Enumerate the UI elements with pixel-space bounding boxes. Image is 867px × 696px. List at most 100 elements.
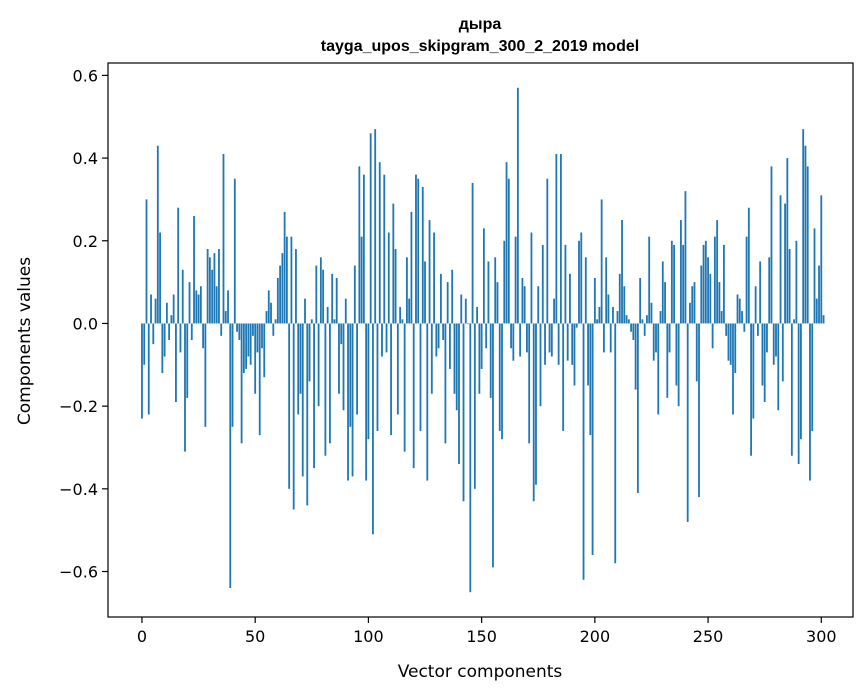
bar-142 <box>462 323 465 502</box>
bar-284 <box>784 203 786 324</box>
bar-180 <box>548 323 551 353</box>
bar-76 <box>313 323 315 469</box>
chart-subtitle: tayga_upos_skipgram_300_2_2019 model <box>321 38 639 55</box>
bar-155 <box>492 323 494 568</box>
bar-172 <box>530 232 533 324</box>
bar-236 <box>675 323 678 386</box>
bar-300 <box>820 195 823 324</box>
bar-36 <box>222 153 225 324</box>
bar-293 <box>804 145 807 324</box>
bar-119 <box>410 211 413 324</box>
bar-0 <box>141 323 143 419</box>
bar-49 <box>252 323 254 336</box>
bar-171 <box>528 323 531 444</box>
bar-12 <box>168 323 171 340</box>
bar-173 <box>532 323 535 502</box>
bar-7 <box>156 145 159 324</box>
bar-93 <box>351 323 354 477</box>
bar-217 <box>632 323 635 340</box>
x-tick-label-100: 100 <box>353 627 384 646</box>
y-axis-label: Components values <box>15 257 35 425</box>
bar-263 <box>736 294 739 324</box>
bar-58 <box>272 323 275 336</box>
bar-229 <box>659 311 662 324</box>
chart-title: дыра <box>459 16 502 33</box>
bar-253 <box>713 236 716 324</box>
bar-159 <box>501 323 503 440</box>
bar-164 <box>512 323 515 361</box>
bar-238 <box>680 220 682 324</box>
bar-182 <box>553 298 555 324</box>
x-axis-ticks: 0 50 100 150 200 250 300 <box>137 617 837 646</box>
bar-232 <box>666 323 669 398</box>
bar-234 <box>670 240 673 324</box>
bar-75 <box>310 319 313 324</box>
bar-22 <box>190 323 193 340</box>
bar-237 <box>677 323 680 407</box>
bar-240 <box>684 191 687 324</box>
bar-89 <box>342 323 345 411</box>
bar-207 <box>609 323 612 353</box>
bar-48 <box>249 323 252 365</box>
bar-67 <box>292 323 295 510</box>
bar-195 <box>582 323 585 580</box>
bar-183 <box>555 153 558 324</box>
bar-239 <box>682 244 685 324</box>
bar-170 <box>526 323 528 353</box>
bar-9 <box>161 323 164 374</box>
x-tick-label-50: 50 <box>245 627 265 646</box>
bar-151 <box>482 228 485 324</box>
bar-153 <box>487 261 490 324</box>
plot-frame <box>107 62 854 618</box>
bar-254 <box>716 220 719 324</box>
bar-42 <box>236 323 238 332</box>
bar-257 <box>723 244 725 324</box>
bar-108 <box>385 323 388 353</box>
bar-178 <box>544 323 546 365</box>
bar-51 <box>256 323 259 353</box>
bar-247 <box>700 265 703 324</box>
bar-64 <box>285 236 288 324</box>
bar-296 <box>811 323 814 431</box>
bar-256 <box>720 311 723 324</box>
bar-15 <box>175 323 177 403</box>
bar-245 <box>695 323 698 382</box>
bar-224 <box>648 236 651 324</box>
y-tick-label-3: 0.0 <box>73 314 98 333</box>
bar-226 <box>652 323 655 361</box>
bar-81 <box>324 323 327 456</box>
bar-59 <box>274 319 277 324</box>
bar-56 <box>267 290 270 324</box>
bar-246 <box>698 323 700 498</box>
bar-21 <box>188 282 191 324</box>
bar-301 <box>822 315 825 324</box>
bar-227 <box>655 323 657 353</box>
bar-44 <box>240 323 243 444</box>
bar-176 <box>539 323 542 407</box>
bar-134 <box>444 323 447 444</box>
bar-97 <box>360 236 363 324</box>
bar-90 <box>344 298 347 324</box>
bar-71 <box>301 323 304 477</box>
bar-30 <box>208 257 211 324</box>
bar-208 <box>612 306 614 324</box>
bar-24 <box>195 290 198 324</box>
bar-167 <box>519 323 522 357</box>
bar-94 <box>353 265 356 324</box>
bar-105 <box>378 162 381 324</box>
bar-82 <box>326 306 329 324</box>
bar-166 <box>516 87 519 324</box>
bar-145 <box>469 323 472 593</box>
bar-111 <box>392 203 395 324</box>
bar-11 <box>165 302 168 324</box>
bar-154 <box>489 323 492 398</box>
bar-220 <box>639 277 642 324</box>
bar-194 <box>580 232 583 324</box>
bar-84 <box>331 273 334 324</box>
bar-275 <box>763 323 766 403</box>
bar-228 <box>657 323 660 415</box>
bar-110 <box>390 323 392 436</box>
bar-79 <box>319 257 322 324</box>
bar-78 <box>317 323 320 407</box>
bar-114 <box>399 306 402 324</box>
